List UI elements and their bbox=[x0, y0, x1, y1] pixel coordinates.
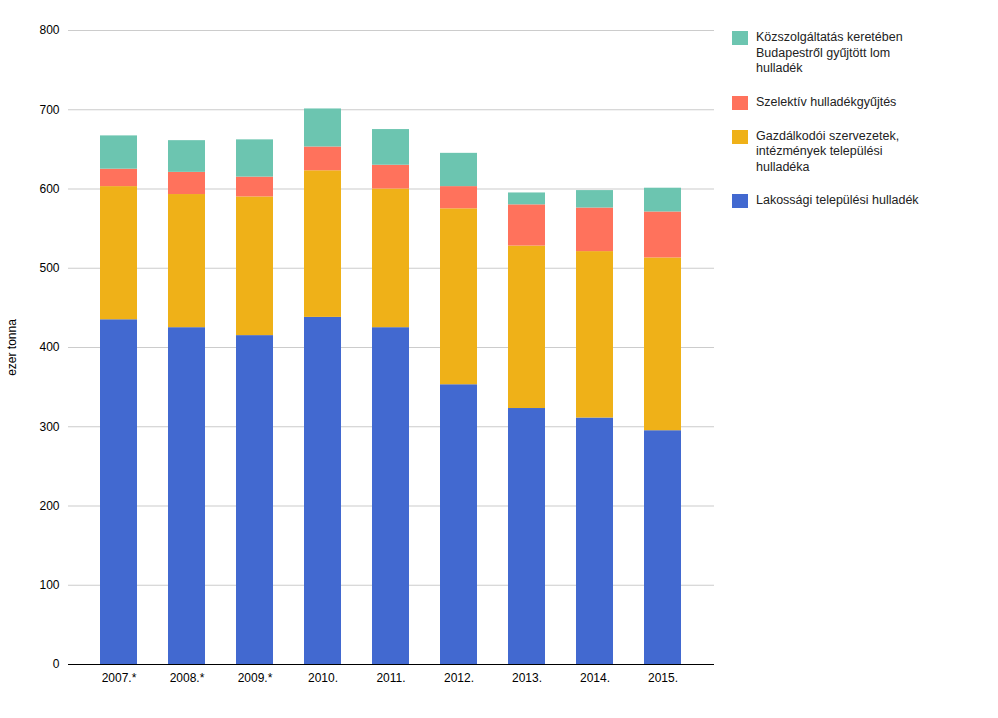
svg-text:500: 500 bbox=[39, 261, 59, 275]
svg-text:0: 0 bbox=[53, 657, 60, 671]
svg-text:600: 600 bbox=[39, 182, 59, 196]
svg-text:2014.: 2014. bbox=[580, 671, 610, 685]
svg-text:ezer tonna: ezer tonna bbox=[5, 319, 19, 376]
svg-text:400: 400 bbox=[39, 340, 59, 354]
svg-text:2012.: 2012. bbox=[444, 671, 474, 685]
svg-text:2007.*: 2007.* bbox=[102, 671, 137, 685]
html-text:Lakossági települési hulladék: Lakossági települési hulladék bbox=[756, 193, 919, 208]
svg-text:2015.: 2015. bbox=[648, 671, 678, 685]
html-text:Közszolgáltatás keretében Buda: Közszolgáltatás keretében Budapestről gy… bbox=[756, 30, 903, 76]
html-text:Gazdálkodói szervezetek, intéz: Gazdálkodói szervezetek, intézmények tel… bbox=[756, 128, 900, 174]
svg-text:2008.*: 2008.* bbox=[170, 671, 205, 685]
svg-text:2011.: 2011. bbox=[376, 671, 405, 685]
svg-text:100: 100 bbox=[39, 578, 59, 592]
svg-text:2010.: 2010. bbox=[308, 671, 338, 685]
svg-text:2013.: 2013. bbox=[512, 671, 542, 685]
html-text:Szelektív hulladékgyűjtés: Szelektív hulladékgyűjtés bbox=[756, 94, 897, 109]
svg-text:300: 300 bbox=[39, 420, 59, 434]
svg-text:800: 800 bbox=[39, 23, 59, 37]
svg-text:700: 700 bbox=[39, 103, 59, 117]
svg-text:2009.*: 2009.* bbox=[238, 671, 273, 685]
svg-text:200: 200 bbox=[39, 499, 59, 513]
